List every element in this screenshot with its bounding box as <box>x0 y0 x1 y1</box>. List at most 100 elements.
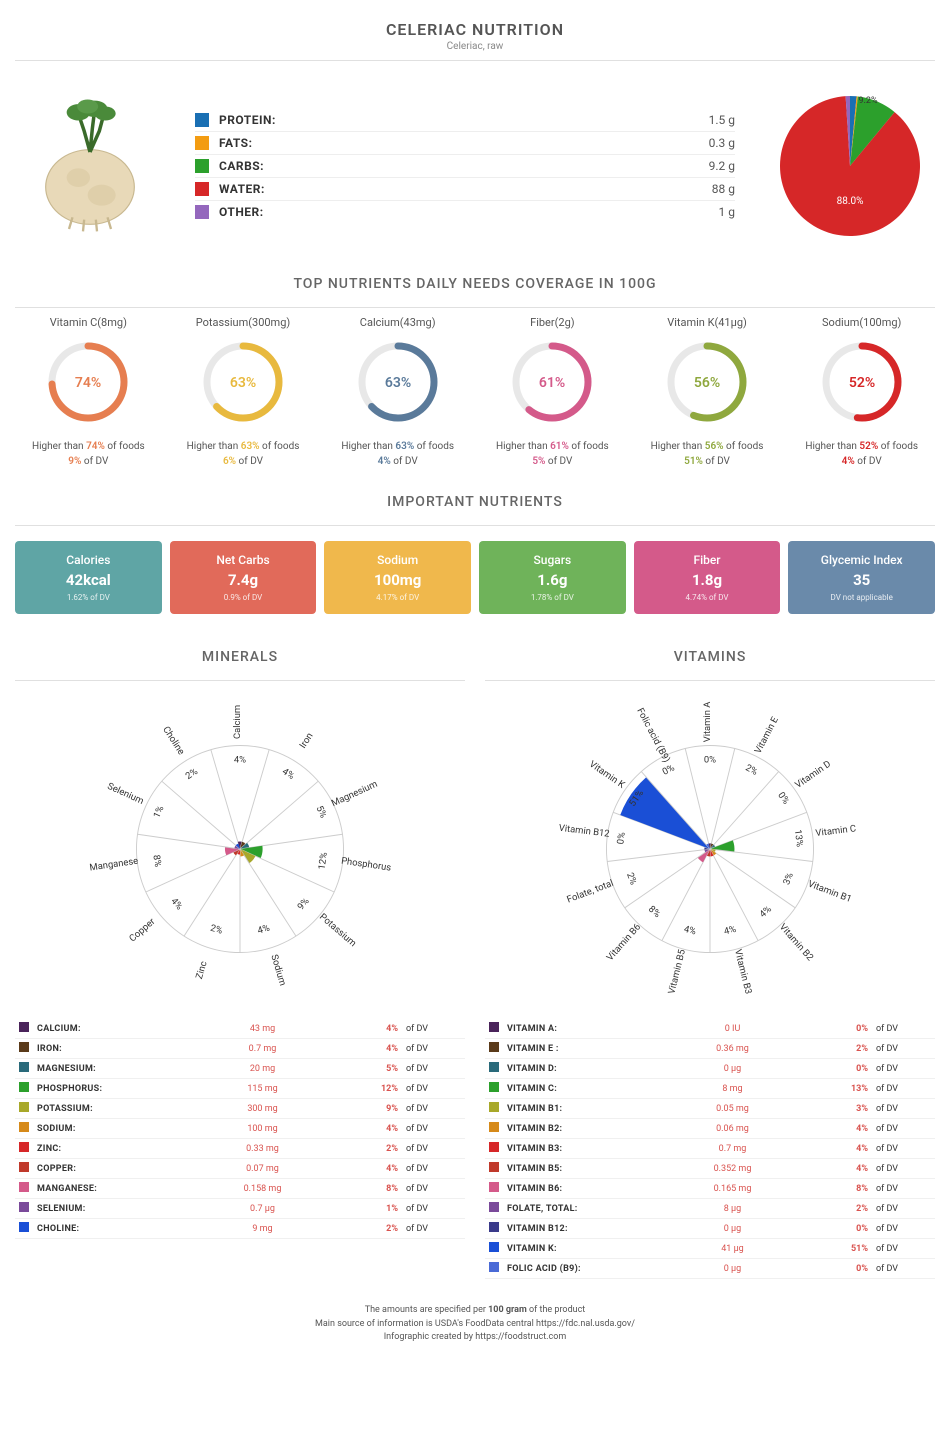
svg-text:Selenium: Selenium <box>106 781 146 807</box>
nutrient-value: 100 mg <box>177 1119 348 1139</box>
nutrient-name: VITAMIN B3: <box>503 1139 647 1159</box>
nutrient-name: FOLIC ACID (B9): <box>503 1259 647 1279</box>
svg-text:2%: 2% <box>743 762 759 777</box>
donut-chart: 74% <box>43 337 133 427</box>
dv-suffix: of DV <box>872 1039 935 1059</box>
boxes-row: Calories 42kcal 1.62% of DVNet Carbs 7.4… <box>15 541 935 614</box>
nutrient-value: 0 µg <box>647 1059 818 1079</box>
nutrient-value: 0.165 mg <box>647 1179 818 1199</box>
svg-text:0%: 0% <box>775 790 791 806</box>
dv-suffix: of DV <box>872 1179 935 1199</box>
dv-suffix: of DV <box>872 1079 935 1099</box>
box-label: Calories <box>21 553 156 567</box>
macro-value: 88 g <box>712 182 735 196</box>
macro-swatch <box>195 205 209 219</box>
table-swatch <box>19 1102 29 1112</box>
table-row: COPPER: 0.07 mg 4% of DV <box>15 1159 465 1179</box>
important-heading: IMPORTANT NUTRIENTS <box>15 494 935 510</box>
svg-text:Iron: Iron <box>298 731 316 751</box>
nutrient-name: IRON: <box>33 1039 177 1059</box>
nutrient-dv: 4% <box>818 1139 872 1159</box>
svg-text:74%: 74% <box>75 375 101 391</box>
divider <box>485 680 935 681</box>
vitamins-table: VITAMIN A: 0 IU 0% of DV VITAMIN E : 0.3… <box>485 1019 935 1279</box>
svg-text:Folic acid (B9): Folic acid (B9) <box>634 706 672 764</box>
svg-text:63%: 63% <box>385 375 411 391</box>
table-row: ZINC: 0.33 mg 2% of DV <box>15 1139 465 1159</box>
nutrient-name: VITAMIN B5: <box>503 1159 647 1179</box>
nutrient-dv: 9% <box>348 1099 402 1119</box>
vitamins-radar: 0%Vitamin A2%Vitamin E0%Vitamin D13%Vita… <box>485 689 935 1009</box>
svg-text:9%: 9% <box>295 896 311 912</box>
table-row: VITAMIN C: 8 mg 13% of DV <box>485 1079 935 1099</box>
box-label: Sodium <box>330 553 465 567</box>
table-swatch <box>19 1202 29 1212</box>
dv-suffix: of DV <box>402 1139 465 1159</box>
nutrient-dv: 8% <box>818 1179 872 1199</box>
table-row: MANGANESE: 0.158 mg 8% of DV <box>15 1179 465 1199</box>
nutrient-name: VITAMIN B12: <box>503 1219 647 1239</box>
nutrient-dv: 13% <box>818 1079 872 1099</box>
minerals-col: MINERALS 4%Calcium4%Iron5%Magnesium12%Ph… <box>15 624 465 1279</box>
table-swatch <box>19 1182 29 1192</box>
nutrient-dv: 1% <box>348 1199 402 1219</box>
table-swatch <box>489 1142 499 1152</box>
svg-text:4%: 4% <box>723 924 738 938</box>
macro-label: WATER: <box>219 182 712 196</box>
table-row: VITAMIN B6: 0.165 mg 8% of DV <box>485 1179 935 1199</box>
table-swatch <box>19 1022 29 1032</box>
donut-card: Vitamin K(41µg) 56% Higher than 56% of f… <box>634 316 781 469</box>
nutrient-name: VITAMIN C: <box>503 1079 647 1099</box>
dv-suffix: of DV <box>402 1099 465 1119</box>
svg-text:4%: 4% <box>758 904 774 920</box>
svg-text:0%: 0% <box>615 831 627 845</box>
macro-value: 9.2 g <box>709 159 735 173</box>
table-swatch <box>19 1042 29 1052</box>
donut-caption: Higher than 52% of foods 4% of DV <box>788 439 935 469</box>
donut-title: Vitamin K(41µg) <box>634 316 781 329</box>
nutrient-dv: 2% <box>818 1039 872 1059</box>
svg-text:4%: 4% <box>256 923 271 937</box>
box-value: 7.4g <box>176 571 311 589</box>
table-row: VITAMIN K: 41 µg 51% of DV <box>485 1239 935 1259</box>
top-row: PROTEIN: 1.5 g FATS: 0.3 g CARBS: 9.2 g … <box>15 81 935 251</box>
macro-value: 1 g <box>719 205 735 219</box>
svg-text:Copper: Copper <box>127 916 158 945</box>
nutrient-value: 300 mg <box>177 1099 348 1119</box>
nutrient-value: 0.36 mg <box>647 1039 818 1059</box>
dv-suffix: of DV <box>402 1219 465 1239</box>
nutrient-value: 8 µg <box>647 1199 818 1219</box>
svg-text:4%: 4% <box>168 896 184 912</box>
nutrient-dv: 4% <box>348 1119 402 1139</box>
svg-text:8%: 8% <box>150 854 163 868</box>
table-swatch <box>489 1222 499 1232</box>
nutrient-value: 0 µg <box>647 1219 818 1239</box>
donut-caption: Higher than 63% of foods 4% of DV <box>324 439 471 469</box>
svg-text:4%: 4% <box>280 766 296 782</box>
box-value: 1.8g <box>640 571 775 589</box>
svg-text:12%: 12% <box>317 851 330 870</box>
box-value: 42kcal <box>21 571 156 589</box>
divider <box>15 680 465 681</box>
nutrient-value: 0.33 mg <box>177 1139 348 1159</box>
svg-text:2%: 2% <box>209 923 224 937</box>
table-row: VITAMIN A: 0 IU 0% of DV <box>485 1019 935 1039</box>
nutrient-box: Sugars 1.6g 1.78% of DV <box>479 541 626 614</box>
nutrient-name: VITAMIN A: <box>503 1019 647 1039</box>
dv-suffix: of DV <box>872 1199 935 1219</box>
nutrient-value: 0.7 µg <box>177 1199 348 1219</box>
nutrient-name: SELENIUM: <box>33 1199 177 1219</box>
nutrient-value: 8 mg <box>647 1079 818 1099</box>
donut-chart: 61% <box>507 337 597 427</box>
vitamins-col: VITAMINS 0%Vitamin A2%Vitamin E0%Vitamin… <box>485 624 935 1279</box>
nutrient-value: 0 IU <box>647 1019 818 1039</box>
table-row: POTASSIUM: 300 mg 9% of DV <box>15 1099 465 1119</box>
minerals-radar: 4%Calcium4%Iron5%Magnesium12%Phosphorus9… <box>15 689 465 1009</box>
table-row: SELENIUM: 0.7 µg 1% of DV <box>15 1199 465 1219</box>
svg-text:Calcium: Calcium <box>232 705 243 739</box>
donut-card: Vitamin C(8mg) 74% Higher than 74% of fo… <box>15 316 162 469</box>
table-swatch <box>19 1162 29 1172</box>
svg-text:2%: 2% <box>184 766 200 782</box>
macro-pie-chart: 88.0%9.2% <box>765 81 935 251</box>
nutrient-dv: 4% <box>348 1019 402 1039</box>
